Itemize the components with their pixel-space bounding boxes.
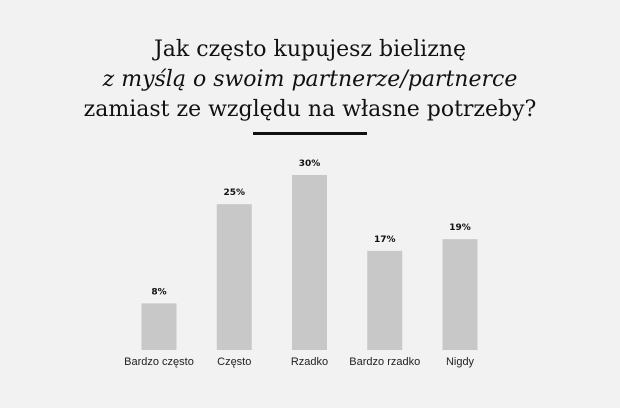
x-tick-label: Często — [217, 356, 251, 368]
bar — [367, 250, 403, 350]
x-tick-label: Bardzo często — [124, 356, 194, 368]
bar — [141, 303, 177, 350]
title-underline — [253, 132, 367, 135]
x-tick-label: Rzadko — [291, 356, 328, 368]
bar — [292, 175, 327, 350]
x-tick-label: Nigdy — [446, 356, 475, 368]
value-label: 19% — [449, 223, 471, 233]
chart-title: zamiast ze względu na własne potrzeby? — [84, 97, 537, 122]
x-tick-label: Bardzo rzadko — [349, 356, 420, 368]
value-label: 30% — [299, 159, 321, 169]
chart-title: z myślą o swoim partnerze/partnerce — [102, 67, 518, 92]
bar — [216, 204, 252, 350]
value-label: 8% — [151, 287, 166, 297]
bar — [442, 239, 478, 350]
chart-title: Jak często kupujesz bieliznę — [152, 37, 466, 62]
value-label: 17% — [374, 235, 396, 245]
value-label: 25% — [223, 188, 245, 198]
